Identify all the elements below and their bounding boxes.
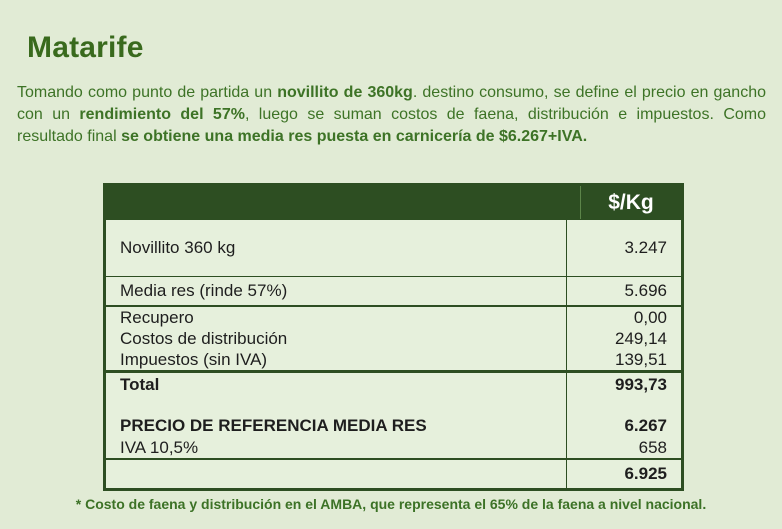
table-header-row: $/Kg [106, 186, 681, 219]
row-value: 139,51 [566, 349, 681, 370]
intro-segment: . destino consumo, se define el precio e… [17, 84, 766, 123]
intro-segment: Tomando como punto de partida un [17, 84, 278, 101]
row-value: 0,00 [566, 307, 681, 328]
row-label: Costos de distribución [120, 328, 288, 348]
page-title: Matarife [27, 31, 144, 65]
row-label: Novillito 360 kg [120, 238, 236, 257]
row-value [566, 397, 681, 414]
row-label: IVA 10,5% [120, 437, 199, 457]
table-row-media-res: Media res (rinde 57%) 5.696 [106, 277, 681, 305]
table-row-impuestos: Impuestos (sin IVA) 139,51 [106, 349, 681, 370]
table-row-iva: IVA 10,5% 658 [106, 437, 681, 458]
price-table: $/Kg Novillito 360 kg 3.247 Media res (r… [103, 183, 684, 491]
block-costs: Recupero 0,00 Costos de distribución 249… [106, 305, 681, 370]
table-row-recupero: Recupero 0,00 [106, 307, 681, 328]
intro-paragraph: Tomando como punto de partida un novilli… [17, 82, 766, 147]
row-value: 6.925 [566, 460, 681, 488]
row-label: Total [120, 375, 160, 394]
row-value: 658 [566, 437, 681, 458]
header-price-per-kg: $/Kg [580, 186, 681, 219]
block-novillito: Novillito 360 kg 3.247 [106, 219, 681, 276]
table-row-novillito: Novillito 360 kg 3.247 [106, 220, 681, 276]
block-media-res: Media res (rinde 57%) 5.696 [106, 276, 681, 305]
table-row-total: Total 993,73 [106, 373, 681, 397]
row-value: 993,73 [566, 373, 681, 397]
header-label-cell [106, 186, 580, 219]
footnote: * Costo de faena y distribución en el AM… [75, 496, 707, 512]
row-value: 6.267 [566, 414, 681, 437]
table-row-precio-referencia: PRECIO DE REFERENCIA MEDIA RES 6.267 [106, 414, 681, 437]
intro-segment: , luego se suman costos de faena, distri… [17, 105, 766, 145]
row-label: Impuestos (sin IVA) [120, 349, 268, 369]
intro-segment-bold: novillito de 360kg [277, 84, 413, 101]
table-row-blank [106, 397, 681, 414]
row-label: Recupero [120, 307, 194, 327]
intro-segment-bold: se obtiene una media res puesta en carni… [121, 127, 588, 145]
table-row-distribucion: Costos de distribución 249,14 [106, 328, 681, 349]
row-value: 3.247 [566, 220, 681, 276]
row-label: PRECIO DE REFERENCIA MEDIA RES [120, 415, 427, 435]
block-total: Total 993,73 PRECIO DE REFERENCIA MEDIA … [106, 370, 681, 458]
row-value: 5.696 [566, 277, 681, 305]
table-row-final: 6.925 [106, 460, 681, 488]
row-value: 249,14 [566, 328, 681, 349]
intro-segment-bold: rendimiento del 57% [79, 105, 245, 123]
block-final-price: 6.925 [106, 458, 681, 488]
row-label: Media res (rinde 57%) [120, 281, 288, 300]
